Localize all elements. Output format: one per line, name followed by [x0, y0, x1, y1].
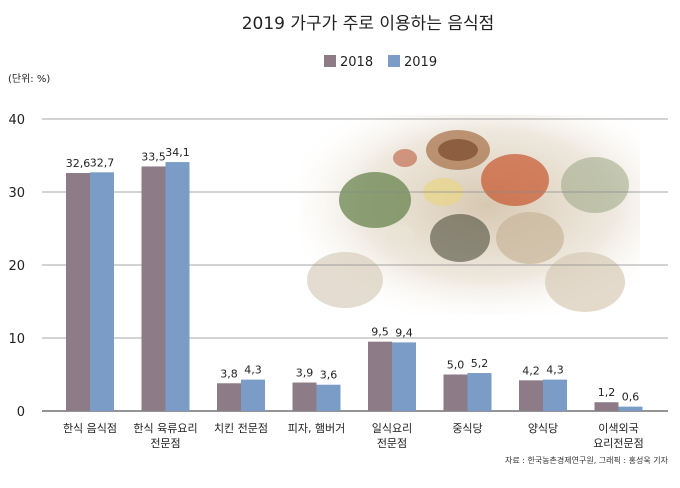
bar-2019-3 [316, 384, 341, 411]
value-label-2019-3: 3,6 [320, 369, 338, 382]
bar-2018-6 [519, 380, 543, 411]
x-category-label: 중식당 [452, 422, 482, 435]
legend: 2018 2019 [324, 55, 437, 70]
value-label-2018-0: 32,6 [66, 157, 91, 170]
x-category-label: 한식 음식점 [63, 422, 117, 435]
source-note: 자료 : 한국농촌경제연구원, 그래픽 : 홍성욱 기자 [505, 455, 669, 465]
x-category-label: 한식 육류요리 [133, 422, 197, 435]
value-label-2019-2: 4,3 [244, 364, 262, 377]
y-tick-label: 10 [8, 332, 25, 347]
value-label-2019-1: 34,1 [165, 146, 190, 159]
value-label-2018-1: 33,5 [141, 150, 166, 163]
value-label-2019-7: 0,6 [622, 391, 640, 404]
food-photo-illustration [300, 115, 640, 315]
bar-2018-5 [443, 374, 468, 411]
legend-swatch-2019 [388, 55, 400, 67]
bar-2018-0 [66, 173, 90, 411]
x-category-label: 치킨 전문점 [214, 422, 268, 435]
bar-2018-4 [368, 341, 392, 411]
bar-2019-0 [90, 172, 114, 411]
x-category-label: 피자, 햄버거 [288, 422, 346, 435]
y-tick-label: 30 [8, 186, 25, 201]
legend-label-2019: 2019 [404, 55, 437, 70]
bar-2018-2 [217, 383, 241, 411]
y-tick-label: 40 [8, 113, 25, 128]
legend-swatch-2018 [324, 55, 336, 67]
legend-label-2018: 2018 [340, 55, 373, 70]
y-tick-label: 0 [17, 405, 25, 420]
value-label-2018-3: 3,9 [296, 367, 314, 380]
value-label-2019-6: 4,3 [546, 364, 564, 377]
value-label-2018-5: 5,0 [447, 359, 465, 372]
value-label-2018-7: 1,2 [598, 386, 616, 399]
bar-2019-4 [392, 342, 416, 411]
bar-2019-6 [543, 379, 567, 411]
value-label-2018-4: 9,5 [371, 326, 389, 339]
value-labels: 32,6 32,7 33,5 34,1 3,8 4,3 3,9 3,6 9,5 9,4 5,0 5,2… [66, 146, 640, 404]
bar-2018-7 [594, 402, 619, 411]
value-label-2019-4: 9,4 [395, 326, 413, 339]
value-label-2018-2: 3,8 [220, 367, 238, 380]
value-label-2018-6: 4,2 [522, 364, 540, 377]
value-label-2019-5: 5,2 [471, 357, 489, 370]
x-category-label: 일식요리 [372, 421, 412, 435]
bar-2019-1 [165, 162, 190, 411]
bars [66, 162, 643, 411]
y-tick-label: 20 [8, 259, 25, 274]
x-category-label: 이색외국 [598, 422, 638, 435]
bar-2019-7 [618, 406, 643, 411]
unit-label: (단위: %) [8, 72, 50, 85]
x-category-label: 양식당 [528, 422, 558, 435]
bar-2019-2 [241, 379, 265, 411]
x-category-label: 전문점 [377, 437, 407, 450]
bar-2018-1 [141, 166, 166, 411]
y-axis-ticks: 0 10 20 30 40 [8, 113, 25, 420]
bar-2018-3 [292, 382, 317, 411]
value-label-2019-0: 32,7 [90, 156, 115, 169]
x-category-label: 요리전문점 [593, 437, 644, 450]
bar-2019-5 [467, 373, 492, 411]
x-category-label: 전문점 [150, 437, 180, 450]
chart-title: 2019 가구가 주로 이용하는 음식점 [242, 14, 495, 34]
